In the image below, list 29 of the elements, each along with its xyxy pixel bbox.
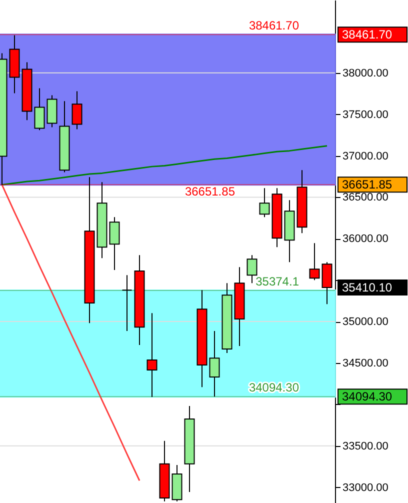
candlestick: [209, 330, 220, 398]
y-tick-label: 36500.00: [342, 192, 388, 204]
candlestick: [322, 262, 332, 305]
text: 35410.10: [342, 280, 392, 295]
candlestick: [122, 274, 132, 332]
ref-line-label: 35374.1: [256, 274, 300, 289]
y-tick-label: 37500.00: [342, 108, 388, 121]
text: 36651.85: [342, 178, 392, 192]
ref-line-label: 36651.85: [184, 184, 236, 199]
candlestick: [309, 242, 320, 281]
text: 34094.30: [342, 390, 392, 404]
ref-line-label: 34094.30: [248, 380, 300, 395]
candlestick: [34, 88, 45, 131]
y-tick-label: 33000.00: [342, 482, 388, 494]
line-series: [1, 184, 140, 482]
candlestick: [146, 312, 158, 398]
y-tick-label: 34500.00: [342, 357, 388, 370]
ref-line-label: 38461.70: [248, 18, 300, 33]
line-series: [1, 145, 328, 186]
y-tick-label: 37000.00: [342, 150, 388, 162]
y-tick-label: 35000.00: [342, 316, 388, 328]
y-tick-label: 38000.00: [342, 67, 388, 80]
y-tick-label: 36000.00: [342, 233, 388, 246]
y-tick-label: 33500.00: [342, 440, 388, 452]
candlestick: [246, 254, 258, 284]
text: 38461.70: [342, 28, 392, 42]
candlestick: [109, 216, 120, 271]
candlestick: [259, 188, 270, 218]
candlestick: [72, 90, 82, 130]
